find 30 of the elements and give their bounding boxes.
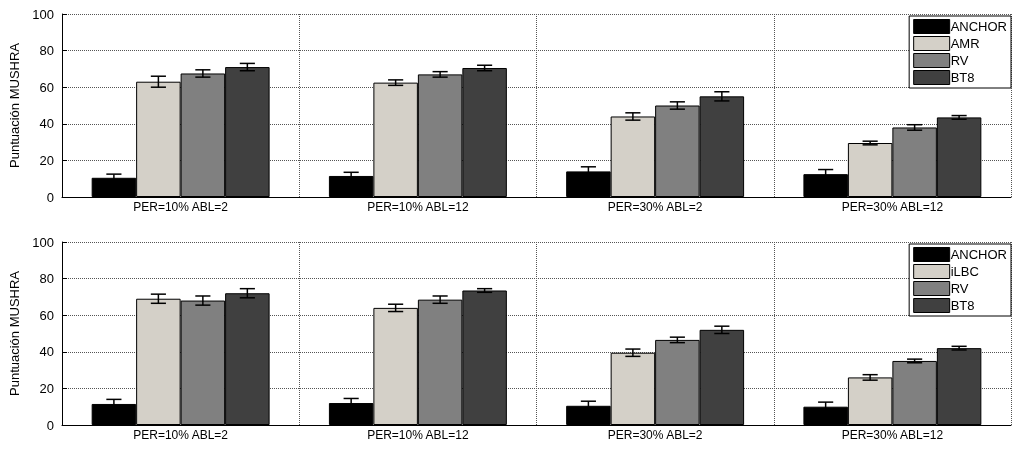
y-tick-label: 40 (39, 344, 54, 360)
x-tick-label: PER=30% ABL=12 (841, 200, 944, 214)
x-tick-label: PER=30% ABL=2 (607, 200, 703, 214)
y-tick-label: 20 (39, 152, 54, 168)
legend-label: RV (950, 281, 969, 296)
x-tick-label: PER=30% ABL=2 (607, 428, 703, 442)
y-tick-label: 0 (46, 189, 54, 205)
x-tick-label: PER=10% ABL=2 (133, 428, 229, 442)
y-tick-label: 100 (32, 6, 54, 22)
y-tick-label: 60 (39, 307, 54, 323)
y-tick-label: 80 (39, 43, 54, 59)
y-axis-title: Puntuación MUSHRA (7, 42, 23, 168)
legend-label: iLBC (950, 264, 979, 279)
y-axis-title: Puntuación MUSHRA (7, 270, 23, 396)
legend-label: BT8 (950, 298, 975, 313)
legend-label: ANCHOR (950, 247, 1008, 262)
legend-label: BT8 (950, 70, 975, 85)
x-tick-label: PER=30% ABL=12 (841, 428, 944, 442)
legend-label: AMR (950, 36, 980, 51)
y-tick-label: 100 (32, 234, 54, 250)
y-tick-label: 60 (39, 79, 54, 95)
legend-label: ANCHOR (950, 19, 1008, 34)
x-tick-label: PER=10% ABL=2 (133, 200, 229, 214)
x-tick-label: PER=10% ABL=12 (367, 428, 469, 442)
legend-label: RV (950, 53, 969, 68)
y-tick-label: 40 (39, 116, 54, 132)
y-tick-label: 80 (39, 271, 54, 287)
y-tick-label: 0 (46, 417, 54, 433)
y-tick-label: 20 (39, 380, 54, 396)
x-tick-label: PER=10% ABL=12 (367, 200, 469, 214)
